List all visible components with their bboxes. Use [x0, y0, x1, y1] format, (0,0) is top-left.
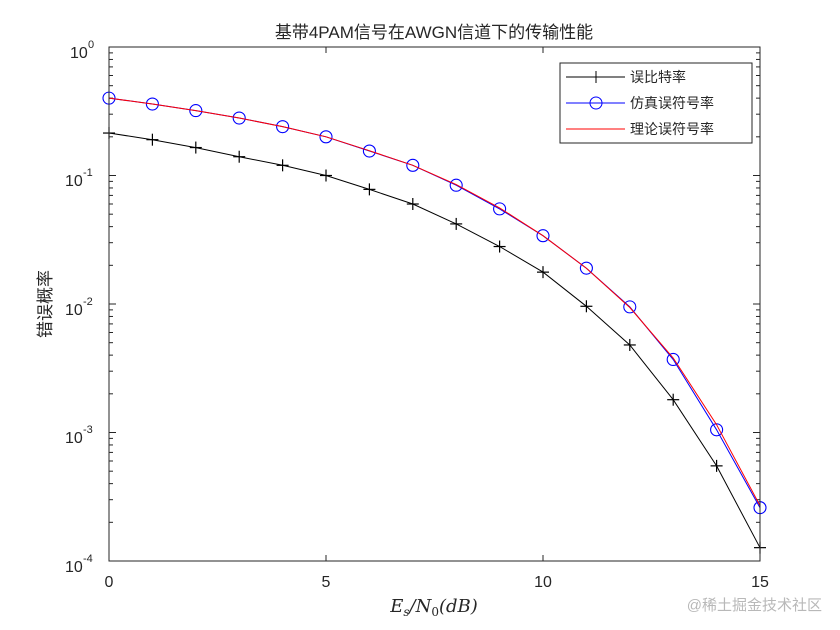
svg-text:10: 10 [65, 302, 83, 319]
y-tick-label: 10 -2 [65, 296, 93, 319]
series-2 [108, 97, 761, 506]
y-tick-label: 10 -4 [65, 553, 93, 576]
svg-text:10: 10 [65, 430, 83, 447]
plot-area [102, 91, 767, 554]
svg-text:10: 10 [65, 173, 83, 190]
y-tick-label: 10 -3 [65, 424, 93, 447]
series-0 [103, 127, 766, 554]
legend-item-theory-ser: 理论误符号率 [566, 121, 714, 137]
svg-text:-2: -2 [83, 296, 93, 308]
svg-text:-4: -4 [83, 553, 93, 565]
chart-title: 基带4PAM信号在AWGN信道下的传输性能 [275, 23, 593, 42]
x-axis-label: Es/N0(dB) [389, 596, 478, 619]
series-1 [102, 91, 767, 515]
x-tick-label: 5 [322, 574, 331, 591]
legend-item-ber: 误比特率 [566, 69, 686, 85]
legend: 误比特率 仿真误符号率 理论误符号率 [559, 62, 753, 144]
y-tick-label: 10 -1 [65, 167, 93, 190]
svg-text:仿真误符号率: 仿真误符号率 [630, 95, 714, 111]
svg-text:误比特率: 误比特率 [630, 69, 686, 85]
watermark: @稀土掘金技术社区 [687, 597, 822, 614]
x-tick-label: 10 [534, 574, 552, 591]
y-tick-label: 10 0 [70, 39, 94, 62]
circle-marker-icon [589, 96, 603, 110]
svg-text:理论误符号率: 理论误符号率 [630, 121, 714, 137]
axes-frame [108, 46, 761, 562]
svg-text:-1: -1 [83, 167, 93, 179]
svg-text:10: 10 [70, 45, 88, 62]
svg-text:0: 0 [88, 39, 94, 51]
svg-text:10: 10 [65, 559, 83, 576]
svg-text:-3: -3 [83, 424, 93, 436]
x-tick-label: 15 [751, 574, 769, 591]
x-tick-label: 0 [105, 574, 114, 591]
y-axis-label: 错误概率 [36, 270, 55, 338]
legend-item-sim-ser: 仿真误符号率 [566, 95, 714, 111]
